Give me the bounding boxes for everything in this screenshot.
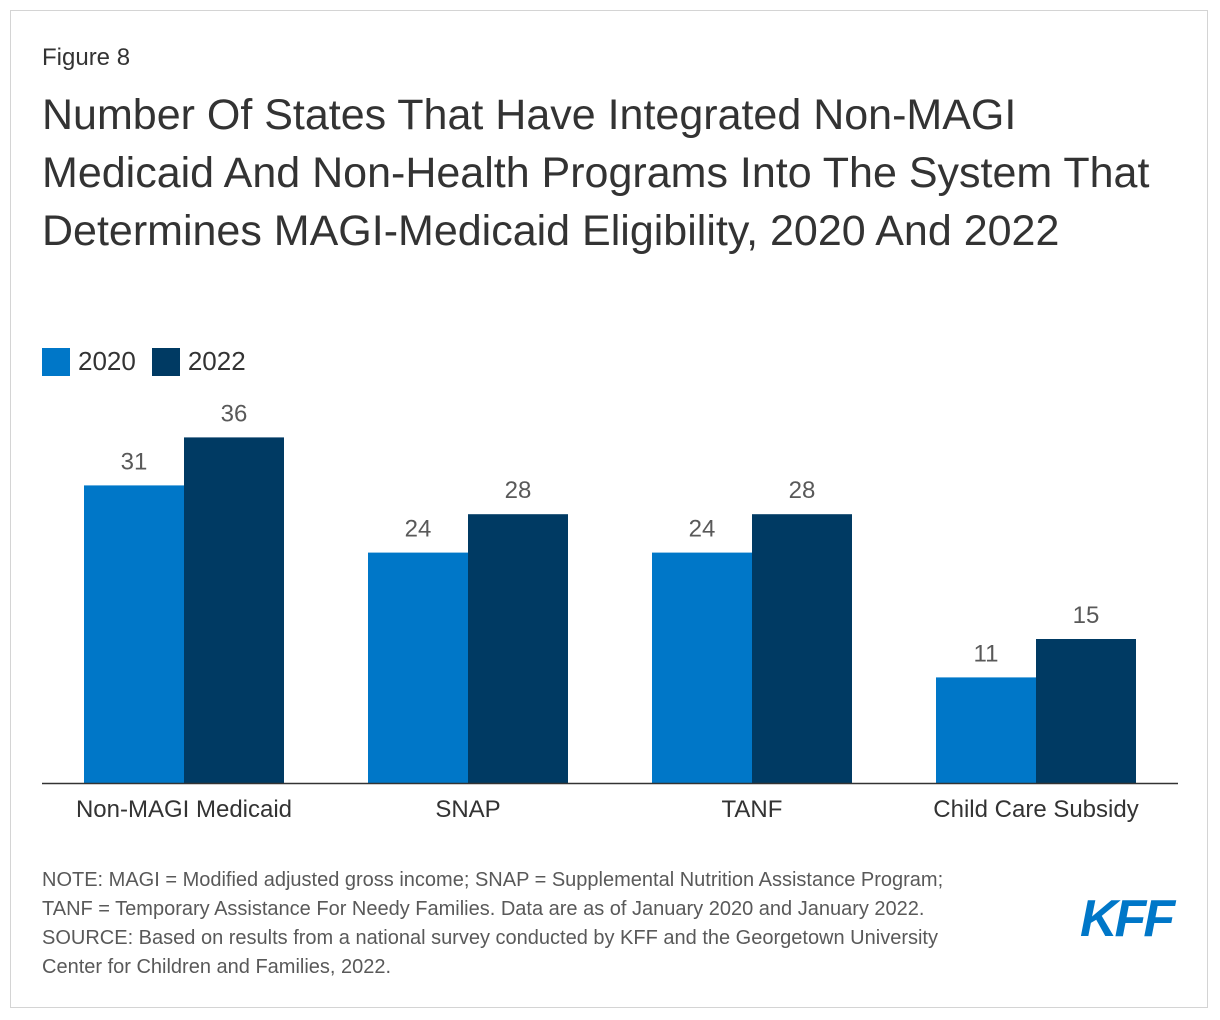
legend-swatch-2022: [151, 347, 180, 376]
category-label-non-magi-medicaid: Non-MAGI Medicaid: [76, 796, 292, 823]
bar-2020-snap: [368, 552, 468, 783]
bar-2022-tanf: [752, 514, 852, 783]
figure-label: Figure 8: [42, 44, 131, 71]
chart-title: Number Of States That Have Integrated No…: [42, 91, 1150, 255]
value-label-2022-child-care-subsidy: 15: [1073, 602, 1100, 629]
category-label-child-care-subsidy: Child Care Subsidy: [933, 796, 1138, 823]
notes: NOTE: MAGI = Modified adjusted gross inc…: [42, 866, 1052, 982]
value-label-2020-non-magi-medicaid: 31: [121, 448, 148, 475]
bar-2020-tanf: [652, 552, 752, 783]
bar-2020-child-care-subsidy: [936, 677, 1036, 783]
category-label-tanf: TANF: [722, 796, 783, 823]
bar-chart: 31 36 24 28 24 28 11 15 Non-MAGI Medicaid SNAP TA…: [42, 400, 1178, 823]
bar-2022-snap: [468, 514, 568, 783]
source-line-2: Center for Children and Families, 2022.: [42, 956, 392, 978]
value-label-2022-non-magi-medicaid: 36: [221, 400, 248, 427]
value-labels-group: 31 36 24 28 24 28 11 15: [121, 400, 1100, 667]
legend: 2020 2022: [42, 346, 262, 377]
source-line-1: SOURCE: Based on results from a national…: [42, 927, 938, 949]
legend-swatch-2020: [42, 347, 70, 376]
note-line-1: NOTE: MAGI = Modified adjusted gross inc…: [42, 869, 944, 891]
bar-2020-non-magi-medicaid: [84, 485, 184, 783]
legend-label-2020: 2020: [78, 346, 136, 376]
note-line-2: TANF = Temporary Assistance For Needy Fa…: [42, 898, 925, 920]
value-label-2022-tanf: 28: [789, 477, 816, 504]
legend-item-2020: 2020: [42, 346, 136, 377]
figure-frame: [10, 10, 1208, 1008]
value-label-2020-tanf: 24: [689, 516, 716, 543]
value-label-2020-child-care-subsidy: 11: [974, 640, 999, 667]
bars-group: [84, 437, 1136, 783]
legend-label-2022: 2022: [187, 346, 246, 376]
kff-logo: KFF: [1080, 890, 1175, 948]
value-label-2022-snap: 28: [505, 477, 532, 504]
category-label-snap: SNAP: [435, 796, 500, 823]
legend-item-2022: 2022: [151, 346, 246, 377]
bar-2022-non-magi-medicaid: [184, 437, 284, 783]
value-label-2020-snap: 24: [405, 516, 432, 543]
category-labels-group: Non-MAGI Medicaid SNAP TANF Child Care Subs…: [76, 796, 1139, 823]
bar-2022-child-care-subsidy: [1036, 639, 1136, 783]
